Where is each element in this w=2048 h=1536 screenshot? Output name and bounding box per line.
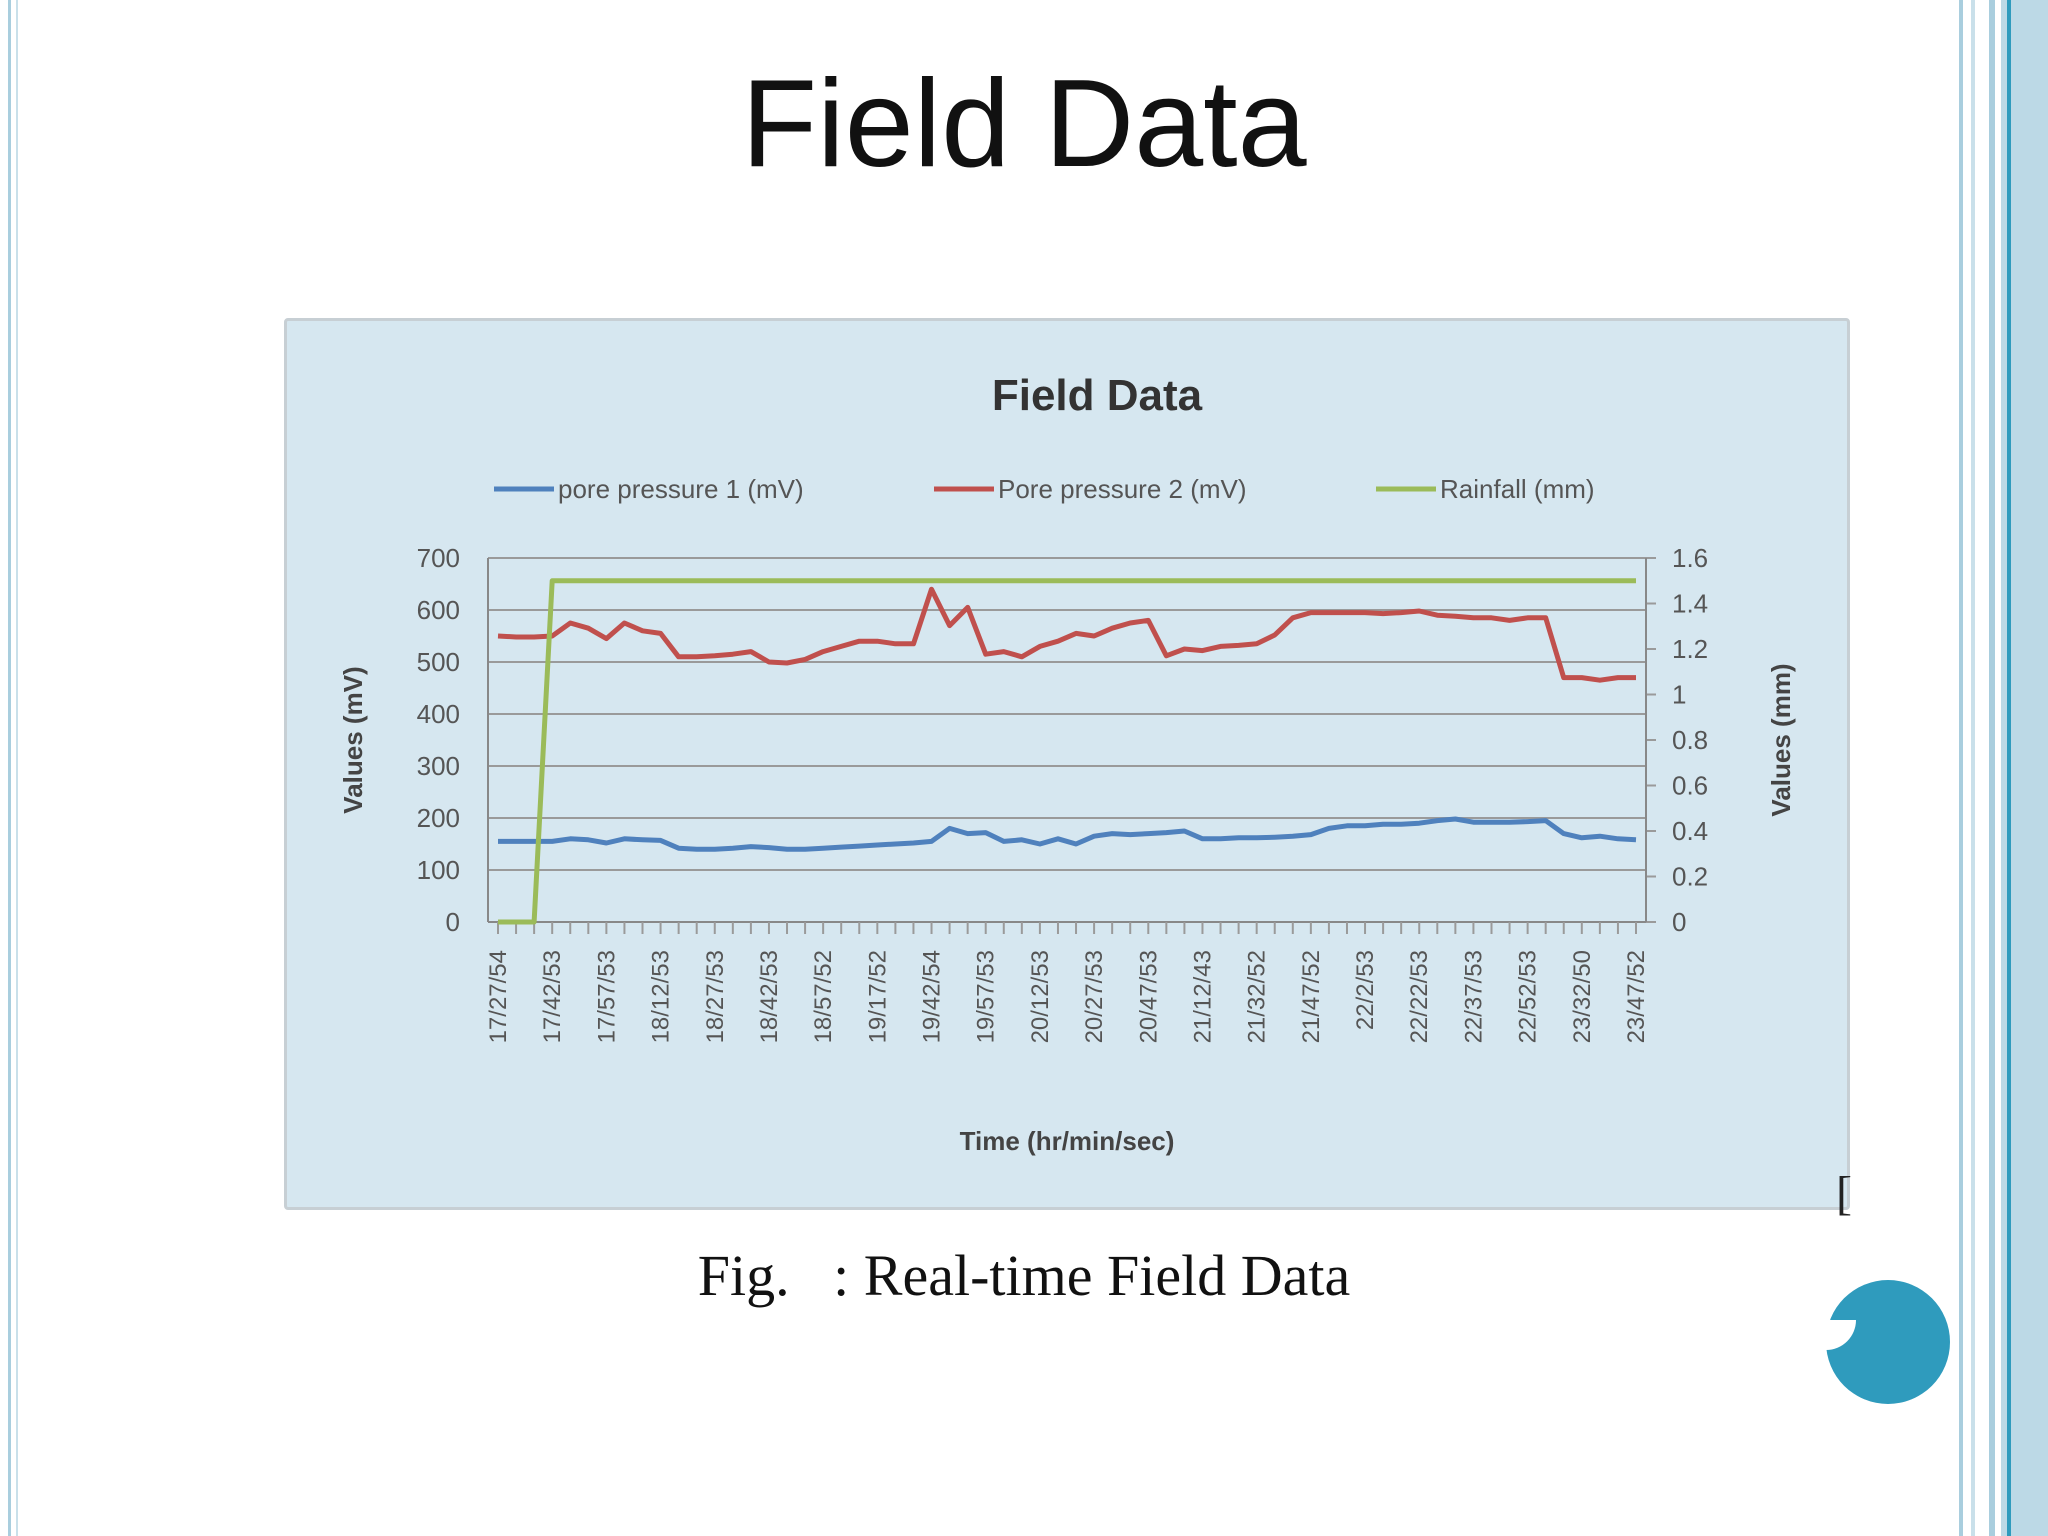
y-axis-label: Values (mV) — [338, 666, 368, 813]
x-tick-label: 18/57/52 — [810, 950, 837, 1043]
legend-label-2: Pore pressure 2 (mV) — [998, 474, 1247, 504]
y-tick-label: 300 — [417, 751, 460, 781]
figure-caption: Fig. : Real-time Field Data — [697, 1243, 1351, 1308]
x-tick-label: 23/47/52 — [1623, 950, 1650, 1043]
x-tick-label: 17/42/53 — [539, 950, 566, 1043]
x-tick-label: 22/37/53 — [1460, 950, 1487, 1043]
y2-tick-label: 1.6 — [1672, 543, 1708, 573]
x-tick-label: 20/12/53 — [1027, 950, 1054, 1043]
x-tick-label: 21/32/52 — [1244, 950, 1271, 1043]
y-tick-label: 700 — [417, 543, 460, 573]
y-tick-label: 200 — [417, 803, 460, 833]
series-line-2 — [497, 586, 1636, 683]
y2-tick-label: 0 — [1672, 907, 1686, 937]
x-tick-label: 17/27/54 — [485, 950, 512, 1043]
y-tick-label: 100 — [417, 855, 460, 885]
x-tick-label: 22/52/53 — [1515, 950, 1542, 1043]
y2-tick-label: 1.2 — [1672, 634, 1708, 664]
y2-tick-label: 1.4 — [1672, 589, 1708, 619]
x-tick-label: 22/22/53 — [1406, 950, 1433, 1043]
x-tick-label: 18/42/53 — [756, 950, 783, 1043]
y-tick-label: 400 — [417, 699, 460, 729]
nav-circle-notch — [1826, 1320, 1856, 1350]
frame-band-accent — [2007, 0, 2011, 1536]
frame-band-1 — [1959, 0, 1963, 1536]
legend-label-3: Rainfall (mm) — [1440, 474, 1595, 504]
x-tick-label: 20/27/53 — [1081, 950, 1108, 1043]
y2-tick-label: 0.4 — [1672, 816, 1708, 846]
y2-axis-label: Values (mm) — [1766, 663, 1796, 816]
slide-title: Field Data — [741, 55, 1307, 193]
x-tick-label: 18/27/53 — [702, 950, 729, 1043]
field-data-chart: Field Data 0 100 200 300 400 500 600 700 0 0.2 0.4 0… — [338, 371, 1796, 1156]
y2-tick-label: 0.8 — [1672, 725, 1708, 755]
y2-tick-label: 1 — [1672, 680, 1686, 710]
x-tick-label: 18/12/53 — [648, 950, 675, 1043]
x-tick-label: 17/57/53 — [593, 950, 620, 1043]
x-tick-label: 19/57/53 — [973, 950, 1000, 1043]
y-tick-label: 600 — [417, 595, 460, 625]
frame-band-2 — [1971, 0, 1975, 1536]
slide-frame-right — [1955, 0, 2048, 1536]
chart-area — [284, 318, 1850, 1210]
x-tick-label: 23/32/50 — [1569, 950, 1596, 1043]
x-tick-label: 21/12/43 — [1189, 950, 1216, 1043]
x-tick-label: 19/42/54 — [919, 950, 946, 1043]
x-tick-label: 19/17/52 — [864, 950, 891, 1043]
y2-tick-label: 0.2 — [1672, 862, 1708, 892]
series-line-3 — [498, 578, 1636, 925]
y-tick-label: 0 — [446, 907, 460, 937]
slide-frame-left — [0, 0, 22, 1536]
frame-line-outer — [8, 0, 11, 1536]
frame-band-3 — [1989, 0, 1995, 1536]
frame-line-inner — [16, 0, 18, 1536]
chart-title: Field Data — [992, 371, 1203, 420]
legend-label-1: pore pressure 1 (mV) — [558, 474, 804, 504]
x-axis-label: Time (hr/min/sec) — [960, 1126, 1175, 1156]
y-tick-label: 500 — [417, 647, 460, 677]
bracket-mark: [ — [1836, 1167, 1852, 1220]
x-tick-label: 20/47/53 — [1135, 950, 1162, 1043]
series-line-1 — [498, 816, 1637, 852]
nav-circle-button[interactable] — [1826, 1280, 1950, 1404]
x-tick-label: 21/47/52 — [1298, 950, 1325, 1043]
x-tick-label: 22/2/53 — [1352, 950, 1379, 1030]
y2-tick-label: 0.6 — [1672, 771, 1708, 801]
